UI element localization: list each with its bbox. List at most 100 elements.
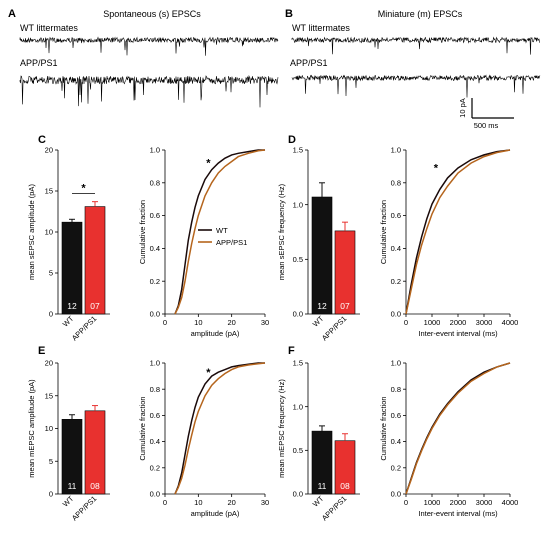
y-tick-label: 15 [45, 391, 53, 400]
bar-n-label: 11 [68, 481, 77, 491]
y-tick-label: 15 [45, 187, 53, 196]
bar-n-label: 07 [90, 301, 100, 311]
chart-d: 0.0 0.5 1.0 1.5 mean sEPSC frequency (Hz) 12 W… [277, 146, 360, 343]
y-tick-label: 10 [45, 228, 53, 237]
bar-n-label: 12 [317, 301, 327, 311]
trace-wt-spontaneous [19, 36, 279, 56]
y-tick-label: 1.0 [293, 402, 303, 411]
y-tick-label: 0.8 [391, 385, 401, 394]
label-app-a: APP/PS1 [20, 58, 58, 68]
y-axis-label: mean sEPSC amplitude (pA) [27, 184, 36, 280]
x-tick-label: 2000 [450, 498, 467, 507]
annotation-star: * [434, 162, 439, 174]
y-axis-label: mean mEPSC amplitude (pA) [27, 379, 36, 478]
y-tick-label: 0.6 [150, 211, 160, 220]
bar-n-label: 08 [90, 481, 100, 491]
y-tick-label: 1.0 [150, 146, 160, 155]
x-tick-label: 3000 [476, 318, 493, 327]
panel-letter-c: C [38, 134, 46, 146]
y-tick-label: 10 [45, 424, 53, 433]
x-tick-label: 0 [163, 318, 167, 327]
traces-spontaneous [19, 36, 279, 108]
annotation-star: * [206, 367, 211, 379]
trace-app-miniature [291, 74, 541, 98]
y-tick-label: 0.8 [150, 178, 160, 187]
series-line-wt [174, 149, 265, 315]
label-wt-b: WT littermates [292, 23, 350, 33]
legend: WT APP/PS1 [198, 226, 247, 247]
trace-wt-miniature [291, 36, 541, 55]
series-line-wt [174, 362, 265, 495]
y-tick-label: 0.6 [150, 411, 160, 420]
y-axis-label: mean mEPSC frequency (Hz) [277, 379, 286, 478]
y-tick-label: 0.8 [391, 178, 401, 187]
y-tick-label: 0.4 [150, 244, 160, 253]
y-tick-label: 1.0 [391, 146, 401, 155]
series-line-wt [405, 362, 511, 495]
panel-letter-f: F [288, 345, 295, 357]
y-tick-label: 1.0 [150, 359, 160, 368]
x-tick-label: 0 [163, 498, 167, 507]
y-tick-label: 0.6 [391, 211, 401, 220]
y-tick-label: 0.2 [391, 463, 401, 472]
y-tick-label: 0.0 [150, 490, 160, 499]
x-tick-label: 0 [404, 498, 408, 507]
legend-label-wt: WT [216, 226, 228, 235]
y-tick-label: 0.6 [391, 411, 401, 420]
legend-label-app: APP/PS1 [216, 238, 247, 247]
charts: 0 5 10 15 20 mean sEPSC amplitude (pA) 12 WT 07 A… [27, 146, 518, 523]
chart-c2: 0.0 0.2 0.4 0.6 0.8 1.0 Cumulative fraction 0 10… [138, 146, 269, 338]
chart-e2: 0.0 0.2 0.4 0.6 0.8 1.0 Cumulative fraction 0 10… [138, 359, 269, 518]
y-tick-label: 1.0 [293, 200, 303, 209]
x-tick-label: 1000 [424, 318, 441, 327]
chart-f: 0.0 0.5 1.0 1.5 mean mEPSC frequency (Hz) 11 W… [277, 359, 360, 523]
y-tick-label: 0.0 [391, 310, 401, 319]
panel-letter-e: E [38, 345, 45, 357]
y-tick-label: 20 [45, 359, 53, 368]
bar-n-label: 11 [318, 481, 327, 491]
y-tick-label: 0.4 [391, 437, 401, 446]
x-tick-label: 1000 [424, 498, 441, 507]
y-tick-label: 0.0 [391, 490, 401, 499]
series-line-app [174, 149, 266, 315]
y-tick-label: 0.2 [391, 277, 401, 286]
y-tick-label: 0.4 [150, 437, 160, 446]
series-line-app [405, 362, 511, 495]
y-tick-label: 0.0 [150, 310, 160, 319]
scale-bar-y-label: 10 pA [458, 98, 467, 118]
y-axis-label: Cumulative fraction [379, 200, 388, 264]
series-line-wt [405, 149, 511, 315]
y-tick-label: 20 [45, 146, 53, 155]
panel-letter-a: A [8, 8, 16, 20]
x-tick-label: 3000 [476, 498, 493, 507]
scale-bar: 10 pA 500 ms [458, 98, 514, 130]
x-tick-label: 20 [227, 498, 235, 507]
x-tick-label: 0 [404, 318, 408, 327]
y-tick-label: 0.0 [293, 310, 303, 319]
title-spontaneous: Spontaneous (s) EPSCs [103, 9, 201, 19]
bar-n-label: 08 [340, 481, 350, 491]
x-tick-label: 10 [194, 498, 202, 507]
y-axis-label: Cumulative fraction [138, 396, 147, 460]
chart-f2: 0.0 0.2 0.4 0.6 0.8 1.0 Cumulative fraction 0 10… [379, 359, 518, 518]
bar-wt [311, 196, 333, 315]
bar-app [84, 206, 106, 315]
y-axis-label: Cumulative fraction [138, 200, 147, 264]
x-tick-label: 10 [194, 318, 202, 327]
annotation-star: * [206, 157, 211, 169]
panel-letter-d: D [288, 134, 296, 146]
x-tick-label: 2000 [450, 318, 467, 327]
x-category-label: WT [311, 494, 326, 509]
x-category-label: APP/PS1 [320, 314, 348, 342]
y-tick-label: 0.2 [150, 277, 160, 286]
label-wt-a: WT littermates [20, 23, 78, 33]
x-category-label: WT [61, 314, 76, 329]
x-category-label: APP/PS1 [70, 314, 98, 342]
y-tick-label: 5 [49, 269, 53, 278]
y-tick-label: 0.8 [150, 385, 160, 394]
x-axis-label: Inter-event interval (ms) [418, 329, 498, 338]
x-tick-label: 30 [261, 318, 269, 327]
y-tick-label: 0 [49, 310, 53, 319]
traces-miniature [291, 36, 541, 98]
x-tick-label: 20 [227, 318, 235, 327]
